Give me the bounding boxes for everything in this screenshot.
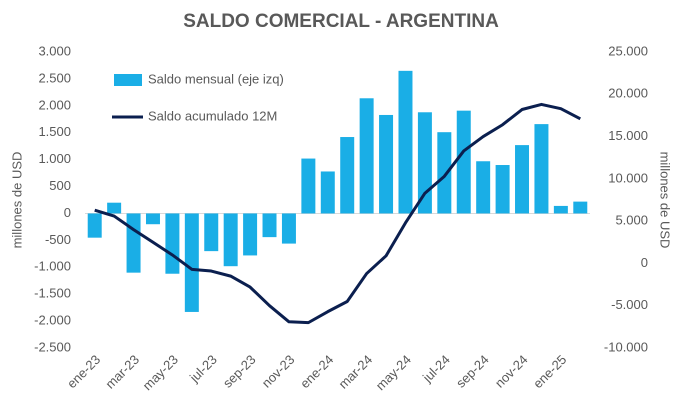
- y2-tick-label: 5.000: [615, 213, 648, 228]
- bar: [165, 213, 180, 274]
- x-tick-label: mar-23: [102, 352, 142, 392]
- y-tick-label: -2.000: [34, 313, 71, 328]
- bar: [87, 213, 102, 238]
- y-tick-label: 3.000: [38, 43, 71, 58]
- bar: [301, 158, 316, 214]
- x-tick-label: ene-24: [297, 352, 336, 391]
- x-tick-label: ene-23: [64, 352, 103, 391]
- x-tick-label: may-23: [140, 352, 181, 393]
- bar: [204, 213, 219, 252]
- bar: [515, 145, 530, 214]
- y-tick-label: 0: [64, 205, 71, 220]
- bar: [107, 202, 122, 214]
- y2-tick-label: 20.000: [608, 86, 648, 101]
- y-tick-label: 2.500: [38, 70, 71, 85]
- line: [94, 102, 581, 325]
- y-tick-label: -2.500: [34, 339, 71, 354]
- y-tick-label: 500: [49, 178, 71, 193]
- y2-tick-label: 0: [641, 255, 648, 270]
- bar: [281, 213, 296, 244]
- y-tick-label: 1.500: [38, 124, 71, 139]
- y-tick-label: 2.000: [38, 97, 71, 112]
- x-tick-label: nov-23: [259, 352, 298, 391]
- bar: [320, 171, 335, 214]
- bar: [145, 213, 160, 225]
- bar: [398, 70, 413, 214]
- bar: [340, 137, 355, 214]
- bar: [262, 213, 277, 238]
- y-axis-title: millones de USD: [9, 152, 24, 249]
- x-tick-label: nov-24: [492, 352, 531, 391]
- y-tick-label: -1.500: [34, 286, 71, 301]
- y-tick-label: -500: [45, 232, 71, 247]
- legend-label: Saldo mensual (eje izq): [148, 71, 284, 86]
- bar: [495, 165, 510, 214]
- bar: [126, 213, 141, 273]
- y-tick-label: 1.000: [38, 151, 71, 166]
- x-tick-label: sep-24: [453, 352, 492, 391]
- bar: [184, 213, 199, 312]
- bar: [243, 213, 258, 256]
- y-tick-label: -1.000: [34, 259, 71, 274]
- bar: [553, 205, 568, 214]
- bar: [534, 124, 549, 214]
- bar: [437, 132, 452, 214]
- legend-swatch: [114, 74, 142, 86]
- bar: [476, 161, 491, 214]
- chart-title: SALDO COMERCIAL - ARGENTINA: [183, 11, 499, 32]
- bar: [359, 98, 374, 214]
- y2-tick-label: -5.000: [611, 297, 648, 312]
- y2-tick-label: 10.000: [608, 170, 648, 185]
- bar: [223, 213, 238, 267]
- y2-tick-label: 15.000: [608, 128, 648, 143]
- x-tick-label: ene-25: [530, 352, 569, 391]
- y2-tick-label: -10.000: [604, 339, 648, 354]
- bar: [417, 112, 432, 214]
- bar: [379, 114, 394, 214]
- x-tick-label: jul-23: [186, 352, 220, 386]
- x-tick-label: jul-24: [419, 352, 453, 386]
- y2-axis-title: millones de USD: [658, 152, 673, 249]
- legend-label: Saldo acumulado 12M: [148, 108, 277, 123]
- bar: [456, 110, 471, 214]
- x-tick-label: mar-24: [335, 352, 375, 392]
- bar: [573, 201, 588, 214]
- x-tick-label: may-24: [373, 352, 414, 393]
- x-tick-label: sep-23: [220, 352, 259, 391]
- y2-tick-label: 25.000: [608, 43, 648, 58]
